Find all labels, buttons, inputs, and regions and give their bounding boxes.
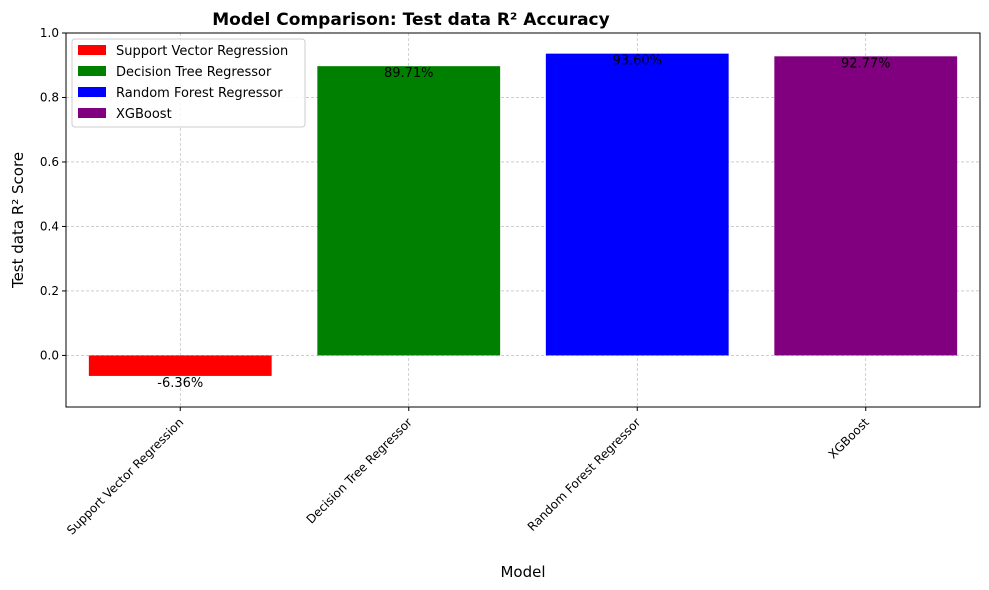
x-axis-ticks: Support Vector Regression Decision Tree R… bbox=[64, 407, 872, 538]
x-tick-label: Random Forest Regressor bbox=[525, 415, 644, 534]
legend-swatch bbox=[78, 108, 106, 118]
y-axis-ticks: 0.0 0.2 0.4 0.6 0.8 1.0 bbox=[40, 26, 66, 362]
legend-swatch bbox=[78, 66, 106, 76]
x-tick-label: Decision Tree Regressor bbox=[304, 415, 415, 526]
legend-swatch bbox=[78, 87, 106, 97]
bar bbox=[545, 53, 729, 356]
x-tick-label: Support Vector Regression bbox=[64, 415, 186, 537]
plot-frame bbox=[65, 32, 981, 408]
legend-swatch bbox=[78, 45, 106, 55]
y-tick-label: 0.2 bbox=[40, 284, 59, 298]
bar bbox=[317, 66, 501, 356]
y-axis-label: Test data R² Score bbox=[9, 152, 27, 289]
y-tick-label: 0.4 bbox=[40, 219, 59, 233]
data-label: -6.36% bbox=[157, 376, 203, 391]
y-tick-label: 0.6 bbox=[40, 155, 59, 169]
legend-entry: Support Vector Regression bbox=[116, 44, 288, 59]
legend-entry: Decision Tree Regressor bbox=[116, 65, 272, 80]
legend-entry: Random Forest Regressor bbox=[116, 86, 283, 101]
chart-title: Model Comparison: Test data R² Accuracy bbox=[212, 10, 609, 30]
data-label: 89.71% bbox=[384, 66, 434, 81]
y-tick-label: 1.0 bbox=[40, 26, 59, 40]
y-tick-label: 0.8 bbox=[40, 90, 59, 104]
bars bbox=[88, 53, 958, 376]
y-tick-label: 0.0 bbox=[40, 348, 59, 362]
bar bbox=[774, 56, 958, 356]
data-label: 92.77% bbox=[841, 56, 891, 71]
legend-entry: XGBoost bbox=[116, 107, 172, 122]
data-label: 93.60% bbox=[612, 54, 662, 69]
legend-box bbox=[71, 38, 306, 128]
bar bbox=[88, 355, 272, 376]
legend: Support Vector Regression Decision Tree R… bbox=[71, 38, 306, 128]
x-axis-label: Model bbox=[500, 563, 545, 581]
x-tick-label: XGBoost bbox=[826, 415, 872, 461]
data-labels: -6.36% 89.71% 93.60% 92.77% bbox=[157, 54, 890, 391]
